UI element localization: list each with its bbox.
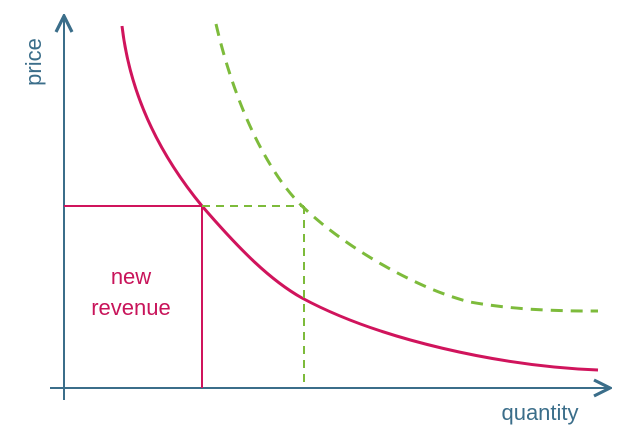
area-label-line1: new — [111, 264, 151, 289]
demand-curve — [120, 25, 599, 372]
shifted-demand-curve — [214, 23, 599, 313]
area-label-line2: revenue — [91, 295, 171, 320]
x-axis-label: quantity — [501, 400, 578, 425]
y-axis-label: price — [21, 38, 46, 86]
